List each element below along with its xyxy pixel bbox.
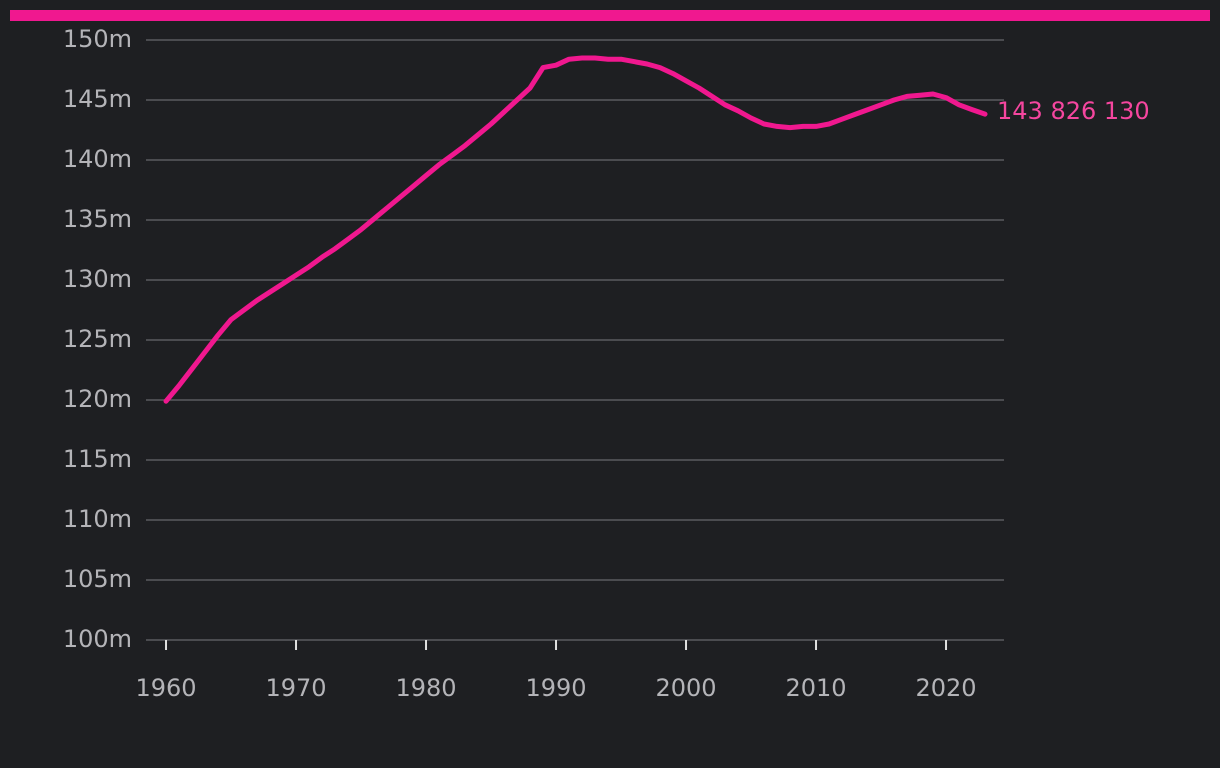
y-tick-label: 100m: [63, 625, 132, 653]
top-bar: [10, 10, 1210, 21]
line: [163, 55, 988, 404]
y-tick-label: 125m: [63, 325, 132, 353]
value-label: 143 826 130: [997, 97, 1150, 125]
y-tick-label: 115m: [63, 445, 132, 473]
x-tick-label: 1970: [265, 674, 326, 702]
x-tick-label: 2010: [785, 674, 846, 702]
x-tick-label: 1960: [135, 674, 196, 702]
y-tick-label: 130m: [63, 265, 132, 293]
x-tick-label: 2000: [655, 674, 716, 702]
y-tick-label: 120m: [63, 385, 132, 413]
x-tick-label: 1980: [395, 674, 456, 702]
x-tick-label: 2020: [915, 674, 976, 702]
y-tick-label: 110m: [63, 505, 132, 533]
x-tick-label: 1990: [525, 674, 586, 702]
y-tick-label: 140m: [63, 145, 132, 173]
y-tick-label: 145m: [63, 85, 132, 113]
y-tick-label: 105m: [63, 565, 132, 593]
y-tick-label: 135m: [63, 205, 132, 233]
y-tick-label: 150m: [63, 25, 132, 53]
